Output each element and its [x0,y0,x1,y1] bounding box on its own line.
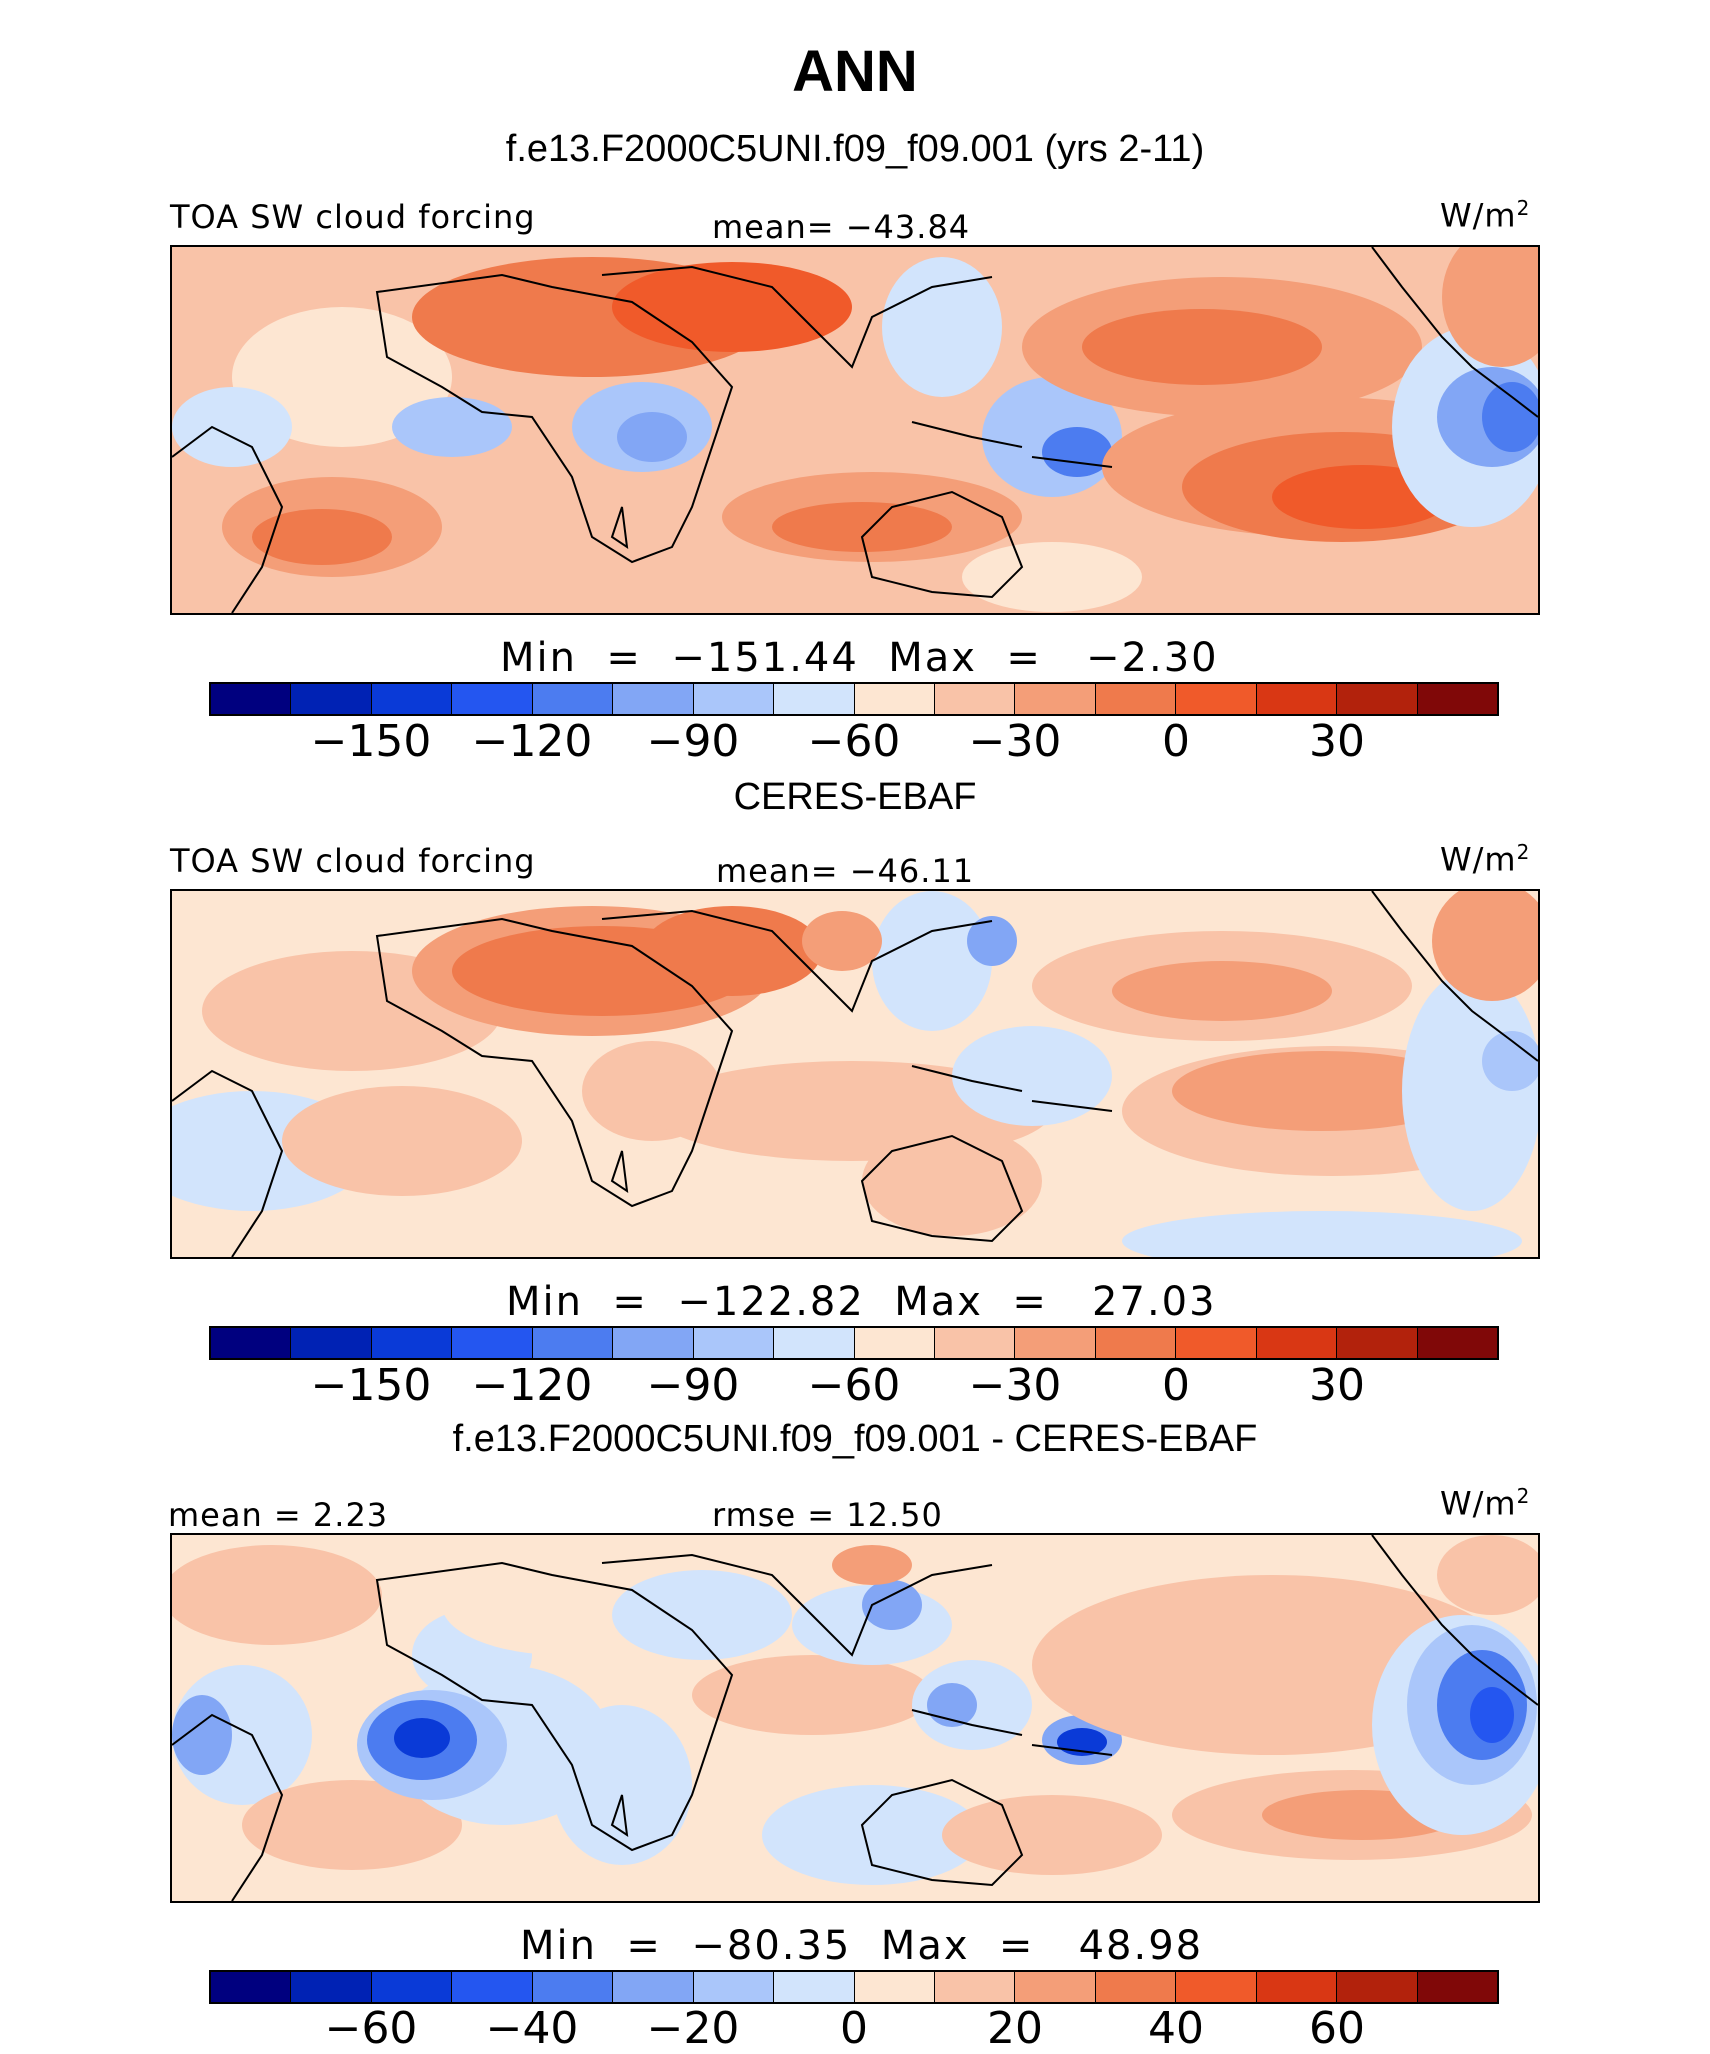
colorbar-3-tick: 60 [1309,2003,1365,2054]
colorbar-2-tick: −120 [471,1360,593,1411]
colorbar-2-tick: −150 [310,1360,432,1411]
colorbar-2-swatch [854,1328,935,1358]
colorbar-2-swatch [452,1328,533,1358]
colorbar-1-swatch [1337,684,1418,714]
figure-title: ANN [792,39,918,104]
colorbar-1-tick: −30 [968,716,1062,767]
colorbar-3-tick: 40 [1148,2003,1204,2054]
colorbar-1-swatch [452,684,533,714]
panel-3-units: W/m2 [1440,1484,1531,1523]
panel-1-colorbar [209,682,1499,716]
colorbar-2-tick: −60 [807,1360,901,1411]
colorbar-1-swatch [613,684,694,714]
colorbar-2-swatch [211,1328,292,1358]
colorbar-1-swatch [1015,684,1096,714]
colorbar-1-tick: −150 [310,716,432,767]
panel-2-mean-label: mean= −46.11 [716,852,975,890]
panel-3-mean-label: mean = 2.23 [168,1496,389,1534]
colorbar-3-swatch [934,1972,1016,2002]
colorbar-2-tick: −30 [968,1360,1062,1411]
panel-2-heading: CERES-EBAF [733,776,977,818]
colorbar-1-swatch [1176,684,1257,714]
panel-3-minmax: Min = −80.35 Max = 48.98 [520,1923,1204,1969]
panel-1-mean-label: mean= −43.84 [712,208,971,246]
panel-2-units: W/m2 [1440,840,1531,879]
colorbar-3-swatch [1417,1972,1497,2002]
panel-1-units: W/m2 [1440,196,1531,235]
colorbar-1-swatch [934,684,1016,714]
colorbar-3-tick: 0 [840,2003,868,2054]
colorbar-2-swatch [934,1328,1016,1358]
colorbar-1-swatch [854,684,935,714]
colorbar-3-swatch [1095,1972,1177,2002]
colorbar-3-tick: −40 [485,2003,579,2054]
colorbar-3-swatch [371,1972,453,2002]
panel-2-map [170,889,1540,1259]
colorbar-2-swatch [1337,1328,1418,1358]
colorbar-1-tick: 0 [1162,716,1190,767]
colorbar-3-swatch [1176,1972,1257,2002]
colorbar-2-swatch [1176,1328,1257,1358]
colorbar-1-swatch [774,684,855,714]
colorbar-1-tick: −90 [646,716,740,767]
panel-1-variable-label: TOA SW cloud forcing [170,198,536,236]
panel-3-heading: f.e13.F2000C5UNI.f09_f09.001 - CERES-EBA… [452,1418,1258,1460]
colorbar-2-tick: 30 [1309,1360,1365,1411]
panel-2-colorbar [209,1326,1499,1360]
panel-1-minmax: Min = −151.44 Max = −2.30 [500,635,1219,681]
colorbar-3-swatch [854,1972,935,2002]
colorbar-3-swatch [291,1972,372,2002]
panel-1-map [170,245,1540,615]
colorbar-1-swatch [693,684,775,714]
colorbar-3-swatch [774,1972,855,2002]
colorbar-2-swatch [532,1328,614,1358]
colorbar-3-swatch [452,1972,533,2002]
colorbar-3-swatch [693,1972,775,2002]
colorbar-1-tick: −60 [807,716,901,767]
colorbar-3-swatch [211,1972,292,2002]
colorbar-3-swatch [1256,1972,1338,2002]
colorbar-2-swatch [774,1328,855,1358]
panel-3-rmse-label: rmse = 12.50 [712,1496,943,1534]
colorbar-2-swatch [613,1328,694,1358]
panel-2-variable-label: TOA SW cloud forcing [170,842,536,880]
colorbar-1-swatch [1256,684,1338,714]
colorbar-2-swatch [1015,1328,1096,1358]
colorbar-2-tick: −90 [646,1360,740,1411]
colorbar-1-swatch [1095,684,1177,714]
colorbar-1-swatch [532,684,614,714]
colorbar-2-swatch [291,1328,372,1358]
colorbar-3-swatch [613,1972,694,2002]
colorbar-3-swatch [1337,1972,1418,2002]
colorbar-2-swatch [1256,1328,1338,1358]
panel-2-minmax: Min = −122.82 Max = 27.03 [506,1279,1217,1325]
colorbar-3-tick: −60 [324,2003,418,2054]
colorbar-2-tick: 0 [1162,1360,1190,1411]
colorbar-2-swatch [371,1328,453,1358]
colorbar-1-tick: 30 [1309,716,1365,767]
colorbar-3-tick: 20 [987,2003,1043,2054]
panel-1-heading: f.e13.F2000C5UNI.f09_f09.001 (yrs 2-11) [505,128,1205,170]
colorbar-3-swatch [1015,1972,1096,2002]
colorbar-1-swatch [371,684,453,714]
colorbar-2-swatch [693,1328,775,1358]
colorbar-1-tick: −120 [471,716,593,767]
colorbar-3-tick: −20 [646,2003,740,2054]
colorbar-2-swatch [1417,1328,1497,1358]
colorbar-2-swatch [1095,1328,1177,1358]
colorbar-1-swatch [1417,684,1497,714]
panel-3-map [170,1533,1540,1903]
colorbar-1-swatch [291,684,372,714]
colorbar-3-swatch [532,1972,614,2002]
colorbar-1-swatch [211,684,292,714]
panel-3-colorbar [209,1970,1499,2004]
